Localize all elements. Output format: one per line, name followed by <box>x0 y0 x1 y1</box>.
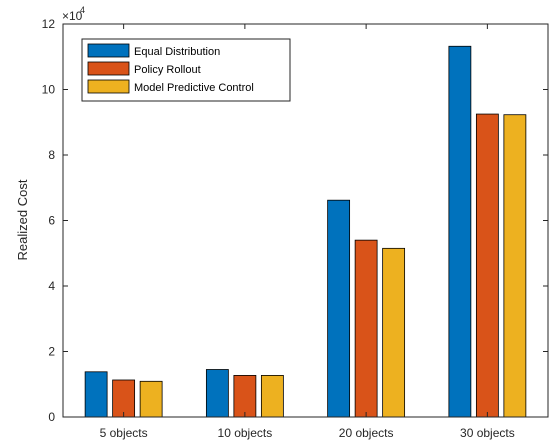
bar-1-3 <box>327 199 351 418</box>
legend: Equal Distribution Policy Rollout Model Pr… <box>81 38 291 102</box>
exponent-base: ×10 <box>62 9 83 23</box>
x-tick-label: 5 objects <box>100 426 148 440</box>
legend-swatch <box>87 61 130 76</box>
y-tick-label: 4 <box>48 279 55 293</box>
y-axis-label: Realized Cost <box>15 179 30 260</box>
y-tick-label: 10 <box>42 83 56 97</box>
y-tick-label: 2 <box>48 345 55 359</box>
y-axis-exponent: ×10 4 <box>62 5 85 23</box>
y-tick-label: 8 <box>48 148 55 162</box>
legend-label: Model Predictive Control <box>134 82 254 94</box>
bar-3-3 <box>382 247 406 418</box>
bar-1-1 <box>84 371 108 418</box>
bar-3-2 <box>260 375 284 418</box>
y-tick-label: 12 <box>42 17 56 31</box>
x-tick-label: 20 objects <box>339 426 394 440</box>
y-tick-label: 0 <box>48 410 55 424</box>
legend-label: Policy Rollout <box>134 64 201 76</box>
y-axis-ticks: 0 2 4 6 8 10 12 <box>42 17 548 424</box>
x-axis-ticks: 5 objects 10 objects 20 objects 30 objects <box>100 24 515 440</box>
bar-2-4 <box>475 113 499 418</box>
x-tick-label: 30 objects <box>460 426 515 440</box>
legend-swatch <box>87 43 130 58</box>
x-tick-label: 10 objects <box>218 426 273 440</box>
bar-3-1 <box>139 380 163 418</box>
bar-2-1 <box>112 379 136 418</box>
bar-2-2 <box>233 375 257 418</box>
bar-3-4 <box>503 114 527 418</box>
y-tick-label: 6 <box>48 214 55 228</box>
legend-swatch <box>87 79 130 94</box>
bar-1-2 <box>205 369 229 418</box>
legend-label: Equal Distribution <box>134 46 220 58</box>
bars-group <box>84 45 527 418</box>
bar-1-4 <box>448 45 472 418</box>
exponent-power: 4 <box>80 5 85 15</box>
bar-2-3 <box>354 239 378 418</box>
